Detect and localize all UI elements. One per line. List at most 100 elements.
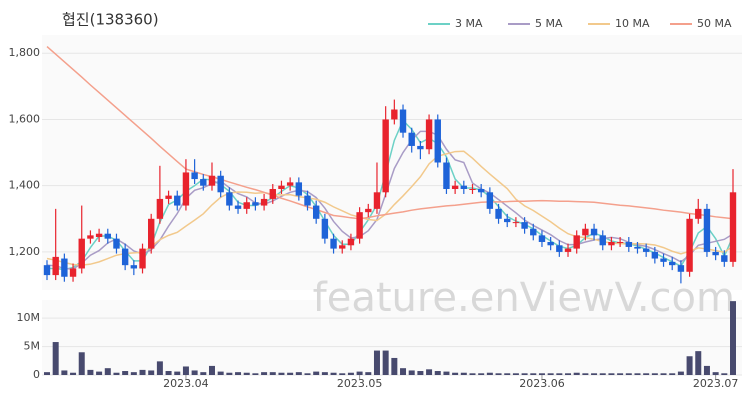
- candle-body: [608, 241, 615, 246]
- volume-bar: [87, 369, 94, 375]
- candle-body: [200, 179, 207, 186]
- volume-bar: [148, 370, 155, 375]
- candle-body: [278, 185, 285, 189]
- volume-bar: [113, 372, 120, 375]
- candle-body: [521, 222, 528, 229]
- candle-body: [191, 172, 198, 180]
- candle-body: [78, 238, 85, 269]
- volume-bar: [78, 352, 85, 375]
- price-panel: [42, 35, 742, 290]
- candle-body: [43, 265, 51, 276]
- volume-bar: [44, 372, 50, 375]
- candle-body: [365, 208, 372, 213]
- volume-bar: [269, 372, 276, 375]
- volume-bar: [495, 373, 502, 375]
- volume-bar: [295, 372, 302, 375]
- volume-bar: [70, 372, 77, 375]
- candle-body: [304, 195, 311, 206]
- candle-body: [113, 238, 120, 249]
- candle-body: [669, 261, 676, 266]
- candle-body: [599, 235, 606, 246]
- volume-bar: [104, 368, 111, 375]
- candle-body: [121, 248, 129, 266]
- candle-body: [590, 228, 598, 236]
- volume-bar: [434, 371, 441, 375]
- candle-body: [252, 202, 259, 206]
- candle-body: [556, 245, 563, 252]
- candle-body: [460, 185, 468, 189]
- volume-bar: [721, 373, 728, 375]
- candle-body: [295, 182, 303, 196]
- volume-bar: [330, 372, 337, 375]
- candle-body: [625, 241, 632, 247]
- candle-body: [148, 218, 155, 249]
- candle-body: [642, 248, 650, 252]
- volume-bar: [677, 371, 684, 375]
- volume-bar: [243, 372, 250, 375]
- candle-body: [547, 241, 554, 246]
- candle-body: [104, 233, 111, 239]
- volume-bar: [174, 371, 181, 375]
- volume-bar: [608, 373, 615, 375]
- candle-body: [330, 238, 337, 249]
- candle-body: [634, 246, 641, 249]
- volume-bar: [660, 373, 667, 375]
- volume-bar: [339, 373, 346, 375]
- candle-body: [391, 109, 398, 120]
- candle-body: [260, 198, 268, 206]
- candle-body: [208, 175, 216, 186]
- volume-bar: [347, 372, 354, 375]
- candle-body: [504, 218, 511, 223]
- candle-body: [721, 255, 728, 262]
- candle-body: [269, 188, 276, 199]
- candle-body: [182, 172, 190, 206]
- candle-body: [564, 248, 572, 252]
- volume-bar: [304, 373, 311, 375]
- candle-body: [286, 182, 294, 186]
- candle-body: [312, 205, 320, 219]
- volume-bar: [165, 371, 172, 375]
- candle-body: [703, 208, 711, 252]
- candle-body: [530, 228, 537, 236]
- legend-label: 3 MA: [455, 17, 483, 30]
- volume-bar: [565, 373, 572, 375]
- volume-tick-label: 0: [33, 368, 40, 381]
- volume-tick-label: 5M: [24, 340, 41, 353]
- volume-bar: [651, 373, 658, 375]
- volume-bar: [547, 373, 554, 375]
- ma-line: [46, 150, 734, 266]
- candle-body: [321, 218, 329, 239]
- volume-bar: [591, 373, 598, 375]
- volume-bar: [313, 371, 320, 375]
- ma-line: [46, 46, 734, 220]
- chart-title: 협진(138360): [62, 11, 159, 29]
- candle-body: [538, 235, 546, 242]
- candle-body: [573, 235, 580, 249]
- volume-bar: [261, 372, 268, 375]
- watermark: feature.enViewV.com: [313, 275, 735, 321]
- volume-bar: [556, 373, 563, 375]
- candle-body: [495, 208, 502, 219]
- volume-bar: [625, 373, 632, 375]
- volume-bar: [512, 373, 519, 375]
- volume-bar: [703, 365, 710, 375]
- volume-bar: [730, 301, 736, 375]
- volume-bar: [686, 356, 693, 375]
- volume-bar: [617, 373, 624, 375]
- volume-bar: [521, 373, 528, 375]
- volume-bar: [643, 373, 650, 375]
- candle-body: [87, 235, 94, 239]
- volume-bar: [599, 373, 606, 375]
- candle-body: [677, 265, 685, 272]
- volume-bar: [139, 369, 146, 375]
- volume-bar: [321, 372, 328, 375]
- candle-body: [408, 132, 415, 146]
- volume-bar: [530, 373, 537, 375]
- volume-bar: [634, 373, 641, 375]
- candle-body: [451, 185, 459, 189]
- candle-body: [61, 258, 68, 277]
- x-tick-label: 2023.04: [163, 377, 209, 390]
- volume-bar: [391, 357, 398, 375]
- volume-bar: [669, 373, 676, 375]
- x-tick-label: 2023.06: [519, 377, 565, 390]
